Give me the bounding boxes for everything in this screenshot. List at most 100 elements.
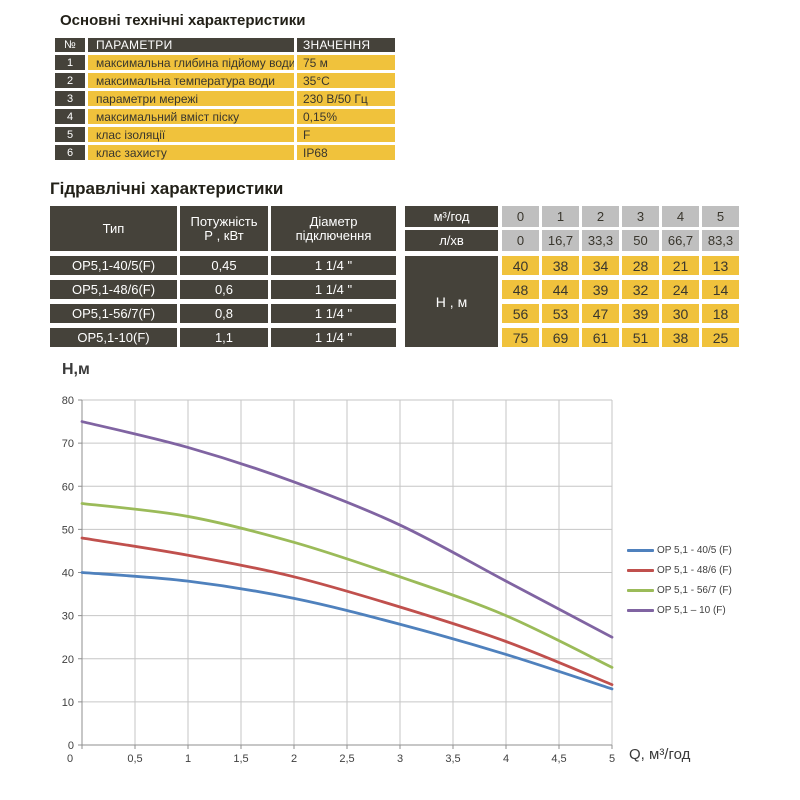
head-value: 61 [582, 328, 619, 347]
head-value: 21 [662, 256, 699, 275]
legend-line-marker [627, 588, 654, 592]
head-value: 28 [622, 256, 659, 275]
flow-lmin-value: 0 [502, 230, 539, 251]
series-line [80, 420, 614, 639]
pump-power: 0,6 [180, 280, 268, 299]
parameter-value: IP68 [297, 145, 395, 160]
pump-power: 0,45 [180, 256, 268, 275]
tech-col-header-param: ПАРАМЕТРИ [88, 38, 294, 52]
row-number: 6 [55, 145, 85, 160]
flow-m3-value: 4 [662, 206, 699, 227]
flow-lmin-value: 83,3 [702, 230, 739, 251]
head-value: 32 [622, 280, 659, 299]
head-value: 30 [662, 304, 699, 323]
hyd-col-header-type: Тип [50, 206, 177, 251]
x-tick-label: 0,5 [127, 753, 142, 765]
pump-type: ОР5,1-40/5(F) [50, 256, 177, 275]
parameter-name: максимальна температура води [88, 73, 294, 88]
parameter-value: 230 В/50 Гц [297, 91, 395, 106]
y-tick-label: 30 [62, 611, 74, 623]
row-number: 2 [55, 73, 85, 88]
parameter-value: 0,15% [297, 109, 395, 124]
x-tick-label: 3,5 [445, 753, 460, 765]
y-tick-label: 20 [62, 654, 74, 666]
pump-diameter: 1 1/4 " [271, 256, 396, 275]
power-header-line2: Р , кВт [204, 227, 244, 243]
head-value: 39 [622, 304, 659, 323]
parameter-name: параметри мережі [88, 91, 294, 106]
pump-type: ОР5,1-48/6(F) [50, 280, 177, 299]
x-tick-label: 0 [67, 753, 73, 765]
y-tick-label: 10 [62, 697, 74, 709]
pump-diameter: 1 1/4 " [271, 304, 396, 323]
pump-type: ОР5,1-10(F) [50, 328, 177, 347]
legend-item: OP 5,1 - 48/6 (F) [627, 560, 732, 580]
x-tick-label: 4 [503, 753, 509, 765]
flow-m3-value: 2 [582, 206, 619, 227]
head-value: 51 [622, 328, 659, 347]
legend-line-marker [627, 608, 654, 612]
parameter-value: 35°C [297, 73, 395, 88]
parameter-name: клас ізоляції [88, 127, 294, 142]
head-value: 25 [702, 328, 739, 347]
hyd-col-header-diameter: Діаметр підключення [271, 206, 396, 251]
chart-svg: 0 10 20 30 40 50 60 70 80 0 0,5 1 1,5 2 2,5 3 3,5 4 4,5 5 [62, 395, 615, 765]
tech-table: № ПАРАМЕТРИ ЗНАЧЕННЯ 1 максимальна глибин… [55, 38, 395, 160]
legend-item: OP 5,1 - 56/7 (F) [627, 580, 732, 600]
hyd-header-l-per-min: л/хв [405, 230, 498, 251]
series-line [80, 502, 614, 669]
parameter-name: клас захисту [88, 145, 294, 160]
y-tick-label: 70 [62, 438, 74, 450]
diameter-header-line1: Діаметр [309, 213, 358, 229]
row-number: 4 [55, 109, 85, 124]
flow-lmin-value: 33,3 [582, 230, 619, 251]
diameter-header-line2: підключення [295, 227, 372, 243]
tech-col-header-value: ЗНАЧЕННЯ [297, 38, 395, 52]
head-value: 38 [542, 256, 579, 275]
head-value: 56 [502, 304, 539, 323]
x-tick-label: 2 [291, 753, 297, 765]
y-tick-label: 50 [62, 524, 74, 536]
pump-type: ОР5,1-56/7(F) [50, 304, 177, 323]
chart-x-axis-title: Q, м³/год [629, 746, 691, 763]
head-value: 48 [502, 280, 539, 299]
pump-power: 1,1 [180, 328, 268, 347]
x-tick-label: 3 [397, 753, 403, 765]
chart-legend: OP 5,1 - 40/5 (F) OP 5,1 - 48/6 (F) OP 5,1… [627, 540, 732, 620]
head-value: 69 [542, 328, 579, 347]
head-value: 18 [702, 304, 739, 323]
x-tick-label: 1 [185, 753, 191, 765]
head-value: 38 [662, 328, 699, 347]
chart-y-axis-title: Н,м [62, 361, 90, 378]
row-number: 1 [55, 55, 85, 70]
tech-col-header-num: № [55, 38, 85, 52]
head-value: 34 [582, 256, 619, 275]
head-value: 47 [582, 304, 619, 323]
row-number: 5 [55, 127, 85, 142]
head-value: 24 [662, 280, 699, 299]
head-value: 14 [702, 280, 739, 299]
flow-m3-value: 5 [702, 206, 739, 227]
x-tick-label: 2,5 [339, 753, 354, 765]
power-header-line1: Потужність [190, 213, 258, 229]
head-value: 40 [502, 256, 539, 275]
hydraulic-table-title: Гідравлічні характеристики [50, 179, 284, 198]
tech-table-title: Основні технічні характеристики [60, 12, 306, 29]
pump-diameter: 1 1/4 " [271, 328, 396, 347]
y-tick-label: 80 [62, 395, 74, 407]
head-value: 75 [502, 328, 539, 347]
hyd-header-m3-per-hour: м³/год [405, 206, 498, 227]
legend-item: OP 5,1 – 10 (F) [627, 600, 732, 620]
parameter-value: 75 м [297, 55, 395, 70]
y-tick-label: 60 [62, 481, 74, 493]
flow-lmin-value: 66,7 [662, 230, 699, 251]
x-tick-label: 5 [609, 753, 615, 765]
series-line [80, 536, 614, 687]
legend-line-marker [627, 548, 654, 552]
legend-label: OP 5,1 - 40/5 (F) [657, 544, 732, 556]
flow-m3-value: 1 [542, 206, 579, 227]
x-tick-label: 4,5 [551, 753, 566, 765]
flow-lmin-value: 50 [622, 230, 659, 251]
pump-power: 0,8 [180, 304, 268, 323]
row-number: 3 [55, 91, 85, 106]
